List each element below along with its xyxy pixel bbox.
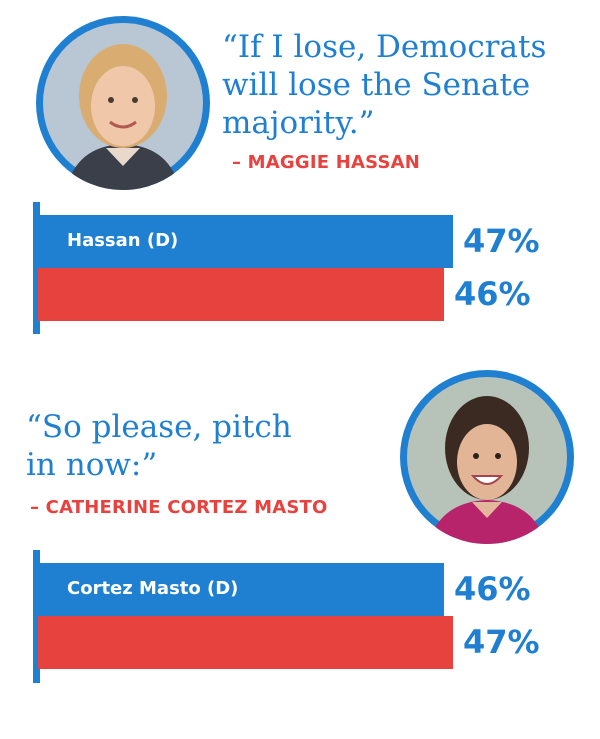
portrait-icon (407, 377, 567, 544)
cortez-masto-attribution: – CATHERINE CORTEZ MASTO (30, 497, 328, 518)
bar-democrat (38, 215, 453, 268)
cortez-masto-quote: “So please, pitch in now:” (26, 408, 292, 484)
quote-line: “If I lose, Democrats (222, 29, 547, 65)
bar-category-label: Cortez Masto (D) (67, 578, 239, 599)
quote-line: majority.” (222, 105, 375, 141)
bar-republican (38, 616, 453, 669)
chart-axis (33, 550, 40, 683)
bar-value-label: 46% (454, 275, 531, 313)
bar-republican (38, 268, 444, 321)
bar-democrat (38, 563, 444, 616)
bar-value-label: 46% (454, 570, 531, 608)
quote-line: in now:” (26, 447, 158, 483)
quote-line: “So please, pitch (26, 409, 292, 445)
bar-value-label: 47% (463, 222, 540, 260)
quote-line: will lose the Senate (222, 67, 531, 103)
portrait-icon (43, 23, 203, 190)
hassan-quote: “If I lose, Democrats will lose the Sena… (222, 28, 547, 142)
catherine-cortez-masto-photo (400, 370, 574, 544)
hassan-attribution: – MAGGIE HASSAN (232, 152, 421, 173)
maggie-hassan-photo (36, 16, 210, 190)
chart-axis (33, 202, 40, 334)
bar-category-label: Hassan (D) (67, 230, 179, 251)
bar-value-label: 47% (463, 623, 540, 661)
